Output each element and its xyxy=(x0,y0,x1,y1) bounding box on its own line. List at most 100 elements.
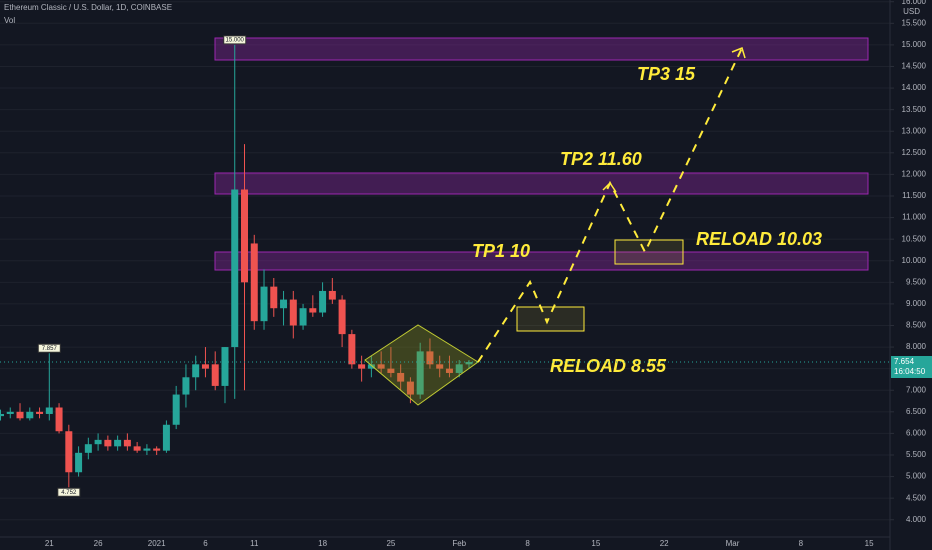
candle-body xyxy=(26,411,34,419)
x-tick-label: 21 xyxy=(45,539,54,548)
candle-body xyxy=(16,411,24,419)
candle-body xyxy=(465,362,473,365)
x-tick-label: Mar xyxy=(726,539,740,548)
x-tick-label: 15 xyxy=(591,539,600,548)
x-tick-label: 2021 xyxy=(148,539,166,548)
zone xyxy=(214,172,869,195)
candle-body xyxy=(123,439,131,447)
price-label-box xyxy=(223,35,247,45)
countdown: 16:04:50 xyxy=(894,367,926,376)
candle-body xyxy=(387,368,395,373)
annotation: RELOAD 10.03 xyxy=(696,229,822,249)
x-tick-label: 15 xyxy=(865,539,874,548)
x-tick-label: 8 xyxy=(525,539,530,548)
candle-body xyxy=(299,308,307,326)
candle-body xyxy=(192,364,200,378)
x-tick-label: 25 xyxy=(386,539,395,548)
x-tick-label: 18 xyxy=(318,539,327,548)
candle-body xyxy=(162,424,170,451)
candle-body xyxy=(55,407,63,432)
candle-body xyxy=(201,364,209,369)
price-label-box xyxy=(57,487,81,497)
candles xyxy=(0,44,473,488)
arrow xyxy=(731,46,746,59)
candle-body xyxy=(367,364,375,369)
y-tick-label: 11.000 xyxy=(902,213,926,222)
candle-body xyxy=(406,381,414,395)
annotation: TP3 15 xyxy=(637,64,696,84)
candle-body xyxy=(65,431,73,473)
y-tick-label: 7.000 xyxy=(906,385,927,394)
candle-body xyxy=(172,394,180,425)
candle-body xyxy=(445,368,453,373)
price-label: 15.000 xyxy=(226,37,245,43)
candle-body xyxy=(0,413,4,417)
candle-body xyxy=(358,364,366,369)
y-tick-label: 5.500 xyxy=(906,450,927,459)
candle-body xyxy=(231,189,239,348)
y-tick-label: 13.500 xyxy=(902,105,927,114)
candle-body xyxy=(94,439,102,445)
candle-body xyxy=(280,299,288,309)
chart-title: Ethereum Classic / U.S. Dollar, 1D, COIN… xyxy=(4,3,172,12)
candle-body xyxy=(221,347,229,386)
candle-body xyxy=(84,444,92,453)
annotation: TP2 11.60 xyxy=(560,149,642,169)
candle-body xyxy=(436,364,444,369)
candle-body xyxy=(153,448,161,451)
candle-body xyxy=(182,377,190,395)
last-price: 7.654 xyxy=(894,357,915,366)
y-tick-label: 14.500 xyxy=(902,62,927,71)
candle-body xyxy=(211,364,219,386)
candle-body xyxy=(338,299,346,335)
subtitle: Vol xyxy=(4,16,15,25)
candle-body xyxy=(455,364,463,373)
candle-body xyxy=(104,439,112,447)
candle-body xyxy=(416,351,424,395)
price-label: 4.752 xyxy=(61,490,77,496)
candle-body xyxy=(348,334,356,365)
price-label-box xyxy=(37,343,61,353)
zone xyxy=(214,37,869,61)
y-tick-label: 14.000 xyxy=(902,83,927,92)
y-tick-label: 4.000 xyxy=(906,515,927,524)
annotation: RELOAD 8.55 xyxy=(550,356,667,376)
y-tick-label: 9.500 xyxy=(906,277,927,286)
y-tick-label: 9.000 xyxy=(906,299,927,308)
x-tick-label: 11 xyxy=(250,539,259,548)
candle-body xyxy=(426,351,434,365)
candle-body xyxy=(270,286,278,309)
axis-label: USD xyxy=(903,7,920,16)
y-tick-label: 8.000 xyxy=(906,342,927,351)
y-tick-label: 12.000 xyxy=(902,170,927,179)
y-tick-label: 11.500 xyxy=(902,191,926,200)
candle-body xyxy=(6,411,14,414)
y-tick-label: 15.500 xyxy=(902,18,927,27)
y-tick-label: 8.500 xyxy=(906,321,927,330)
candle-body xyxy=(114,439,122,447)
candle-body xyxy=(377,364,385,369)
y-tick-label: 6.000 xyxy=(906,429,927,438)
x-tick-label: 6 xyxy=(203,539,208,548)
y-tick-label: 4.500 xyxy=(906,493,927,502)
x-tick-label: 8 xyxy=(799,539,804,548)
projection xyxy=(477,47,743,363)
y-tick-label: 10.500 xyxy=(902,234,927,243)
y-tick-label: 5.000 xyxy=(906,472,927,481)
reload-box xyxy=(516,306,585,332)
candle-body xyxy=(319,290,327,313)
candle-body xyxy=(36,411,44,414)
price-label: 7.857 xyxy=(42,346,58,352)
x-tick-label: 26 xyxy=(94,539,103,548)
annotation: TP1 10 xyxy=(472,241,530,261)
grid xyxy=(0,1,890,521)
zone xyxy=(214,251,869,271)
candle-body xyxy=(260,286,268,322)
candle-body xyxy=(241,189,248,283)
y-tick-label: 16.000 xyxy=(902,0,927,6)
candle-body xyxy=(133,446,141,451)
candle-body xyxy=(397,372,405,382)
last-price-box xyxy=(891,356,932,379)
